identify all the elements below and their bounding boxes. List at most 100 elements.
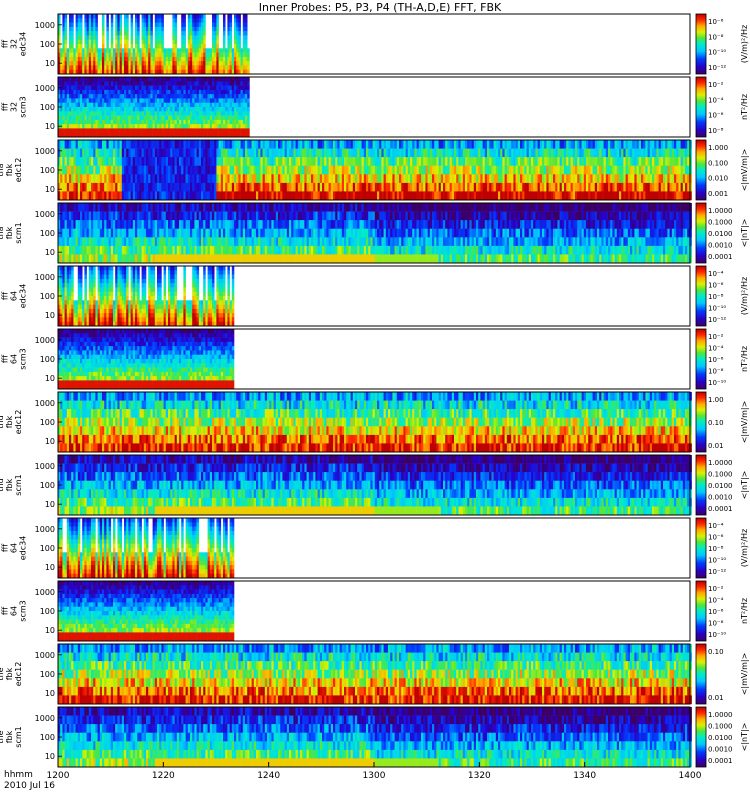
heatmap-cell xyxy=(60,183,63,192)
heatmap-cell xyxy=(216,124,219,129)
heatmap-cell xyxy=(91,27,94,32)
heatmap-cell xyxy=(188,120,191,125)
heatmap-cell xyxy=(71,90,74,95)
heatmap-cell xyxy=(313,191,316,200)
heatmap-cell xyxy=(102,31,105,36)
heatmap-cell xyxy=(199,27,202,32)
heatmap-cell xyxy=(100,111,103,116)
heatmap-cell xyxy=(659,140,662,149)
heatmap-cell xyxy=(566,166,569,175)
heatmap-cell xyxy=(678,157,681,166)
heatmap-cell xyxy=(293,174,296,183)
heatmap-cell xyxy=(65,35,68,40)
heatmap-cell xyxy=(113,107,116,112)
heatmap-cell xyxy=(106,229,109,238)
heatmap-cell xyxy=(586,149,589,158)
heatmap-cell xyxy=(142,166,145,175)
heatmap-cell xyxy=(227,81,230,86)
heatmap-cell xyxy=(463,140,466,149)
heatmap-cell xyxy=(126,229,129,238)
heatmap-cell xyxy=(168,61,171,66)
heatmap-cell xyxy=(65,149,68,158)
heatmap-cell xyxy=(507,166,510,175)
heatmap-cell xyxy=(274,220,277,229)
heatmap-cell xyxy=(71,65,74,70)
heatmap-cell xyxy=(562,191,565,200)
heatmap-cell xyxy=(186,94,189,99)
heatmap-cell xyxy=(144,18,147,23)
heatmap-cell xyxy=(247,120,250,125)
heatmap-cell xyxy=(232,203,235,212)
heatmap-cell xyxy=(238,65,241,70)
heatmap-cell xyxy=(645,157,648,166)
heatmap-cell xyxy=(577,191,580,200)
heatmap-cell xyxy=(194,254,197,263)
heatmap-cell xyxy=(227,57,230,62)
heatmap-cell xyxy=(89,18,92,23)
heatmap-cell xyxy=(201,103,204,108)
heatmap-cell xyxy=(221,61,224,66)
heatmap-cell xyxy=(188,107,191,112)
heatmap-cell xyxy=(247,65,250,70)
heatmap-cell xyxy=(216,149,219,158)
heatmap-cell xyxy=(194,149,197,158)
heatmap-cell xyxy=(260,237,263,246)
heatmap-cell xyxy=(214,166,217,175)
heatmap-cell xyxy=(89,166,92,175)
heatmap-cell xyxy=(564,174,567,183)
heatmap-cell xyxy=(648,174,651,183)
heatmap-cell xyxy=(232,90,235,95)
heatmap-cell xyxy=(87,212,90,221)
heatmap-cell xyxy=(276,140,279,149)
heatmap-cell xyxy=(133,107,136,112)
heatmap-cell xyxy=(608,140,611,149)
heatmap-cell xyxy=(546,166,549,175)
heatmap-cell xyxy=(386,157,389,166)
heatmap-cell xyxy=(188,23,191,28)
heatmap-cell xyxy=(100,140,103,149)
heatmap-cell xyxy=(135,166,138,175)
heatmap-cell xyxy=(564,157,567,166)
heatmap-cell xyxy=(223,107,226,112)
heatmap-cell xyxy=(513,191,516,200)
heatmap-cell xyxy=(546,149,549,158)
heatmap-cell xyxy=(329,166,332,175)
heatmap-cell xyxy=(71,111,74,116)
heatmap-cell xyxy=(144,98,147,103)
heatmap-cell xyxy=(98,65,101,70)
heatmap-cell xyxy=(117,149,120,158)
heatmap-cell xyxy=(67,65,70,70)
heatmap-cell xyxy=(557,157,560,166)
heatmap-cell xyxy=(384,174,387,183)
heatmap-cell xyxy=(197,31,200,36)
heatmap-cell xyxy=(302,157,305,166)
heatmap-cell xyxy=(208,65,211,70)
heatmap-cell xyxy=(225,191,228,200)
heatmap-cell xyxy=(386,140,389,149)
heatmap-cell xyxy=(137,254,140,263)
heatmap-cell xyxy=(120,212,123,221)
heatmap-cell xyxy=(333,140,336,149)
heatmap-cell xyxy=(276,149,279,158)
heatmap-cell xyxy=(95,53,98,58)
heatmap-cell xyxy=(227,149,230,158)
heatmap-cell xyxy=(104,254,107,263)
heatmap-cell xyxy=(113,220,116,229)
heatmap-cell xyxy=(230,57,233,62)
heatmap-cell xyxy=(100,220,103,229)
heatmap-cell xyxy=(170,53,173,58)
heatmap-cell xyxy=(168,246,171,255)
heatmap-cell xyxy=(67,94,70,99)
heatmap-cell xyxy=(69,149,72,158)
heatmap-cell xyxy=(153,166,156,175)
heatmap-cell xyxy=(533,191,536,200)
heatmap-cell xyxy=(214,90,217,95)
heatmap-cell xyxy=(117,27,120,32)
heatmap-cell xyxy=(643,149,646,158)
heatmap-cell xyxy=(135,157,138,166)
heatmap-cell xyxy=(104,120,107,125)
heatmap-cell xyxy=(208,166,211,175)
heatmap-cell xyxy=(60,212,63,221)
heatmap-cell xyxy=(199,40,202,45)
heatmap-cell xyxy=(111,44,114,49)
